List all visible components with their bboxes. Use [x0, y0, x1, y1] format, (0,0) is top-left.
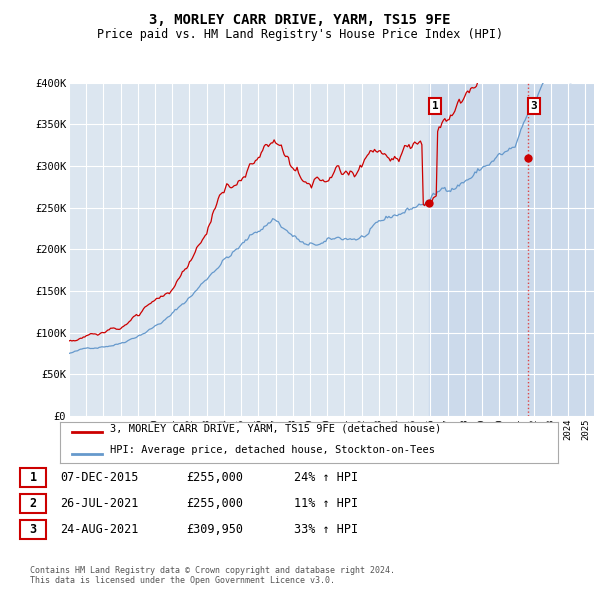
Text: 24% ↑ HPI: 24% ↑ HPI — [294, 471, 358, 484]
Text: £255,000: £255,000 — [186, 471, 243, 484]
Text: 26-JUL-2021: 26-JUL-2021 — [60, 497, 139, 510]
Text: 1: 1 — [431, 101, 439, 111]
Text: 24-AUG-2021: 24-AUG-2021 — [60, 523, 139, 536]
Bar — [429, 83, 594, 416]
Text: 3: 3 — [29, 523, 37, 536]
Text: 07-DEC-2015: 07-DEC-2015 — [60, 471, 139, 484]
Text: Contains HM Land Registry data © Crown copyright and database right 2024.: Contains HM Land Registry data © Crown c… — [30, 566, 395, 575]
Text: 2: 2 — [29, 497, 37, 510]
Text: Price paid vs. HM Land Registry's House Price Index (HPI): Price paid vs. HM Land Registry's House … — [97, 28, 503, 41]
Text: This data is licensed under the Open Government Licence v3.0.: This data is licensed under the Open Gov… — [30, 576, 335, 585]
Text: £309,950: £309,950 — [186, 523, 243, 536]
Text: 11% ↑ HPI: 11% ↑ HPI — [294, 497, 358, 510]
Text: 33% ↑ HPI: 33% ↑ HPI — [294, 523, 358, 536]
Text: HPI: Average price, detached house, Stockton-on-Tees: HPI: Average price, detached house, Stoc… — [110, 445, 435, 455]
Text: 1: 1 — [29, 471, 37, 484]
Text: 3, MORLEY CARR DRIVE, YARM, TS15 9FE: 3, MORLEY CARR DRIVE, YARM, TS15 9FE — [149, 13, 451, 27]
Text: £255,000: £255,000 — [186, 497, 243, 510]
Text: 3: 3 — [530, 101, 537, 111]
Text: 3, MORLEY CARR DRIVE, YARM, TS15 9FE (detached house): 3, MORLEY CARR DRIVE, YARM, TS15 9FE (de… — [110, 423, 441, 433]
